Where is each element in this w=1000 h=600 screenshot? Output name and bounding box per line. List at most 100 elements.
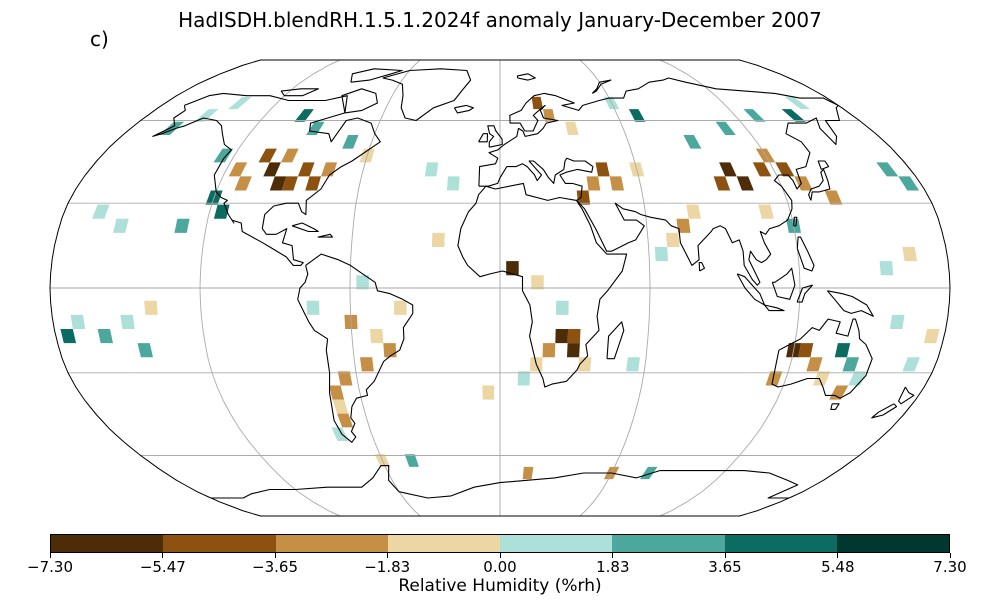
- anomaly-cell: [531, 96, 543, 110]
- anomaly-cell: [765, 371, 783, 386]
- anomaly-cell: [683, 135, 702, 149]
- graticule-meridian: [349, 60, 421, 516]
- graticule-meridian: [659, 60, 801, 516]
- coastline: [152, 92, 381, 266]
- colorbar-segment: [724, 535, 837, 552]
- anomaly-cell: [328, 385, 345, 400]
- coastline: [771, 318, 873, 399]
- anomaly-cell: [676, 218, 691, 233]
- anomaly-cell: [902, 247, 917, 262]
- coastline: [793, 216, 798, 227]
- coastline: [826, 290, 874, 317]
- anomaly-cell: [281, 176, 298, 191]
- anomaly-cell: [556, 300, 569, 315]
- coastline: [606, 321, 625, 360]
- anomaly-cell: [665, 232, 680, 247]
- colorbar-segment: [51, 535, 164, 552]
- coastline: [898, 386, 915, 405]
- anomaly-cell: [781, 109, 806, 122]
- map-title: HadISDH.blendRH.1.5.1.2024f anomaly Janu…: [178, 8, 822, 32]
- colorbar-tick-mark: [724, 553, 726, 558]
- anomaly-cell: [331, 427, 349, 441]
- anomaly-cell: [736, 176, 754, 191]
- anomaly-cell: [626, 357, 640, 372]
- colorbar-segment: [387, 535, 500, 552]
- anomaly-cell: [812, 371, 831, 386]
- anomaly-cell: [578, 357, 592, 372]
- anomaly-cell: [356, 275, 369, 290]
- anomaly-cell: [686, 204, 701, 219]
- anomaly-cell: [113, 218, 129, 233]
- coastline: [478, 133, 489, 143]
- anomaly-cell: [120, 314, 135, 329]
- anomaly-cell: [306, 300, 320, 315]
- panel-label: c): [90, 27, 109, 51]
- anomaly-cell: [752, 162, 772, 177]
- anomaly-cell: [902, 357, 920, 372]
- anomaly-cell: [234, 176, 252, 191]
- anomaly-cell: [586, 176, 601, 191]
- anomaly-cell: [194, 109, 219, 122]
- colorbar-tick-label: −3.65: [252, 558, 298, 576]
- coastline: [698, 262, 706, 272]
- anomaly-cell: [294, 109, 314, 122]
- anomaly-cell: [305, 176, 321, 191]
- anomaly-cell: [829, 385, 849, 400]
- colorbar-tick-mark: [949, 553, 951, 558]
- coastline: [830, 403, 840, 410]
- colorbar-tick-label: 7.30: [933, 558, 967, 576]
- coastline: [350, 68, 403, 83]
- anomaly-cell: [715, 121, 736, 135]
- anomaly-cell: [567, 329, 581, 344]
- anomaly-cell: [228, 96, 252, 110]
- anomaly-cell: [713, 176, 731, 191]
- anomaly-cell: [228, 162, 248, 177]
- coastline: [796, 284, 813, 303]
- anomaly-cell: [144, 300, 158, 315]
- colorbar-tick-label: 0.00: [483, 558, 517, 576]
- colorbar-segment: [275, 535, 388, 552]
- anomaly-cell: [542, 343, 556, 358]
- anomaly-cell: [213, 148, 234, 163]
- anomaly-cell: [876, 162, 899, 177]
- anomaly-cell: [758, 204, 774, 219]
- anomaly-cell: [609, 176, 624, 191]
- anomaly-cell: [383, 343, 397, 358]
- colorbar-label: Relative Humidity (%rh): [398, 576, 602, 596]
- anomaly-cell: [517, 371, 530, 386]
- anomaly-cell: [360, 357, 374, 372]
- anomaly-cell: [431, 232, 445, 247]
- anomaly-cell: [890, 314, 905, 329]
- anomaly-cell: [393, 300, 407, 315]
- anomaly-cell: [424, 162, 439, 177]
- coastline: [211, 465, 799, 499]
- colorbar-segment: [500, 535, 613, 552]
- colorbar: [50, 534, 950, 553]
- anomaly-cell: [506, 261, 519, 276]
- colorbar-tick-mark: [49, 553, 51, 558]
- anomaly-cell: [834, 343, 851, 358]
- anomaly-cell: [775, 162, 795, 177]
- anomaly-cell: [337, 371, 353, 386]
- anomaly-cell: [743, 109, 766, 122]
- coastline: [764, 304, 785, 312]
- anomaly-cell: [842, 357, 860, 372]
- coastline: [297, 253, 414, 443]
- coastline: [871, 403, 898, 419]
- anomaly-cell: [446, 176, 460, 191]
- colorbar-segment: [836, 535, 949, 552]
- colorbar-tick-mark: [837, 553, 839, 558]
- anomaly-cell: [97, 329, 113, 344]
- anomaly-cell: [555, 329, 569, 344]
- colorbar-tick-mark: [499, 553, 501, 558]
- coastline: [817, 160, 830, 170]
- coastline: [516, 73, 536, 81]
- graticule-meridian: [199, 60, 341, 516]
- anomaly-cell: [879, 261, 894, 276]
- anomaly-cell: [531, 275, 544, 290]
- anomaly-cell: [137, 343, 153, 358]
- anomaly-cell: [595, 162, 610, 177]
- anomaly-cell: [337, 413, 354, 428]
- coastline: [457, 182, 628, 388]
- anomaly-cell: [719, 162, 737, 177]
